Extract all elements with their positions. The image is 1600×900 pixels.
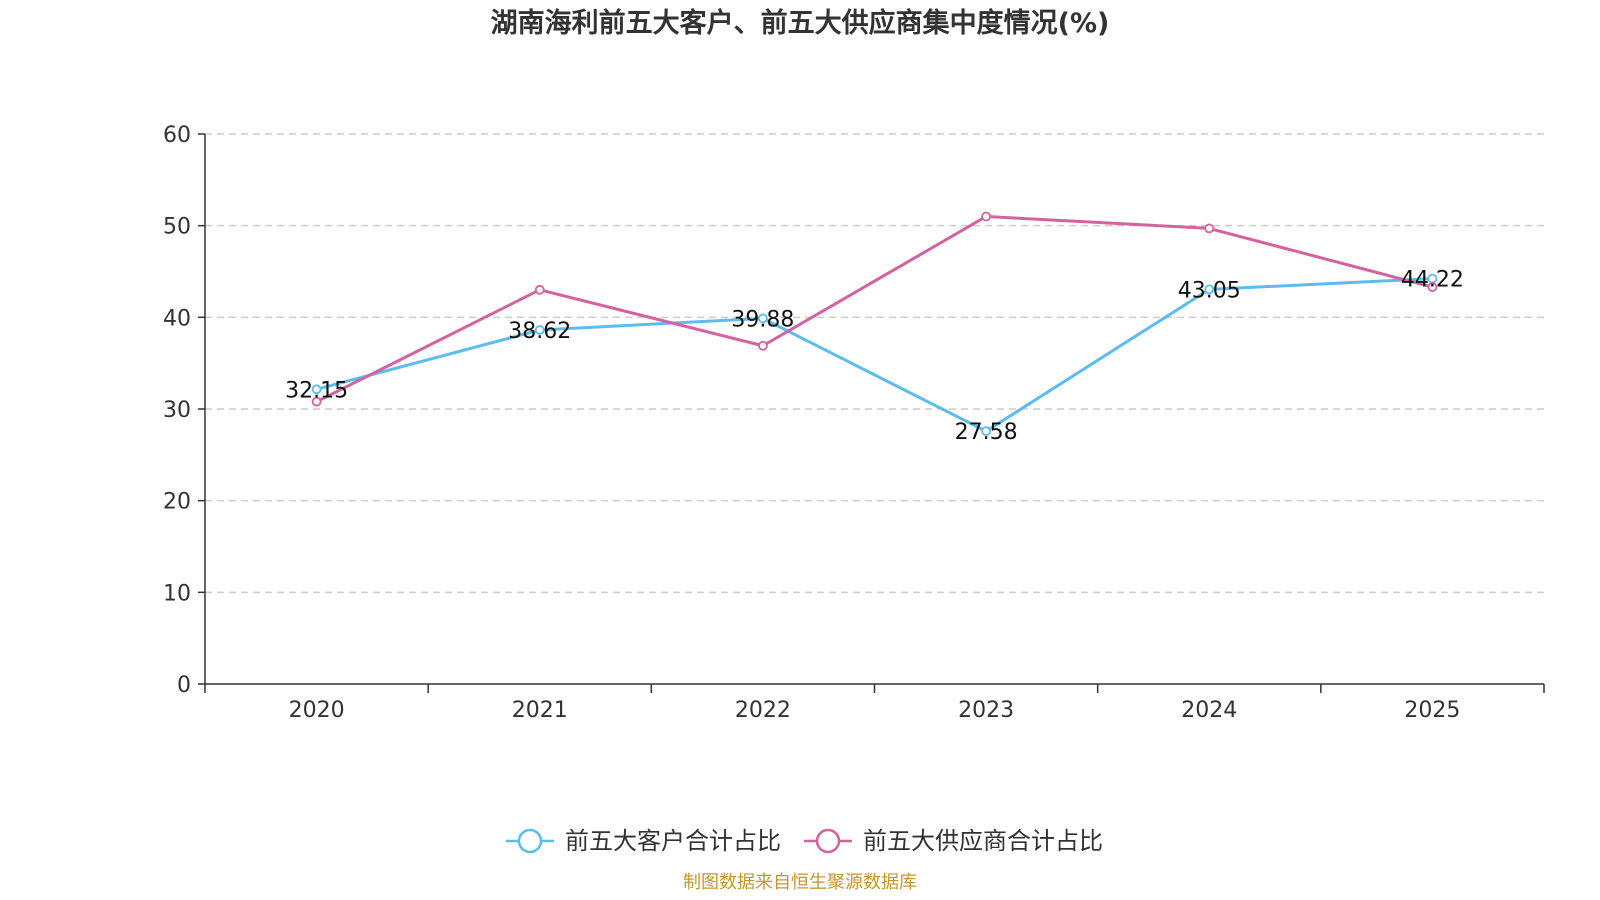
chart-title: 湖南海利前五大客户、前五大供应商集中度情况(%) <box>491 7 1110 39</box>
series-line-suppliers <box>315 215 1433 404</box>
data-point-customers[interactable] <box>981 426 991 437</box>
x-axis-ticks: 2020 2021 2022 2023 2024 2025 <box>204 684 1545 723</box>
data-point-suppliers[interactable] <box>758 340 768 351</box>
data-point-suppliers[interactable] <box>1204 223 1215 234</box>
data-label: 38.62 <box>508 319 571 344</box>
x-tick-label: 2025 <box>1404 698 1460 723</box>
data-point-customers[interactable] <box>534 325 545 335</box>
data-label: 43.05 <box>1178 278 1241 303</box>
data-point-customers[interactable] <box>758 313 768 324</box>
y-tick-label: 50 <box>163 215 191 240</box>
legend-item-customers[interactable]: 前五大客户合计占比 <box>506 827 781 855</box>
series-layer <box>311 211 1438 437</box>
y-tick-label: 20 <box>163 490 191 515</box>
data-label: 32.15 <box>285 378 348 403</box>
legend: 前五大客户合计占比 前五大供应商合计占比 <box>506 827 1103 855</box>
data-point-suppliers[interactable] <box>311 396 322 407</box>
y-tick-label: 0 <box>177 673 191 698</box>
y-tick-label: 30 <box>163 398 191 423</box>
data-labels: 32.15 38.62 39.88 27.58 43.05 44.22 <box>285 268 1464 446</box>
y-tick-label: 60 <box>163 123 191 148</box>
legend-marker-suppliers <box>815 828 841 854</box>
data-label: 39.88 <box>731 307 794 332</box>
data-point-customers[interactable] <box>311 384 322 395</box>
data-label: 27.58 <box>955 420 1018 445</box>
data-point-customers[interactable] <box>1204 284 1215 295</box>
data-point-suppliers[interactable] <box>981 211 991 222</box>
series-line-customers <box>316 277 1433 433</box>
data-label: 44.22 <box>1401 268 1464 293</box>
axes <box>204 134 1544 685</box>
y-tick-label: 40 <box>163 306 191 331</box>
x-tick-label: 2023 <box>958 698 1014 723</box>
grid-lines <box>205 133 1544 594</box>
legend-label-customers: 前五大客户合计占比 <box>565 827 781 855</box>
legend-marker-customers <box>517 828 543 854</box>
data-point-suppliers[interactable] <box>534 284 545 295</box>
source-note: 制图数据来自恒生聚源数据库 <box>683 872 917 893</box>
data-point-suppliers[interactable] <box>1427 282 1438 292</box>
x-tick-label: 2022 <box>735 698 791 723</box>
x-tick-label: 2024 <box>1181 698 1237 723</box>
y-axis-ticks: 0 10 20 30 40 50 60 <box>163 123 205 698</box>
legend-item-suppliers[interactable]: 前五大供应商合计占比 <box>804 827 1103 855</box>
x-tick-label: 2021 <box>512 698 568 723</box>
legend-label-suppliers: 前五大供应商合计占比 <box>863 827 1103 855</box>
y-tick-label: 10 <box>163 581 191 606</box>
x-tick-label: 2020 <box>289 698 345 723</box>
